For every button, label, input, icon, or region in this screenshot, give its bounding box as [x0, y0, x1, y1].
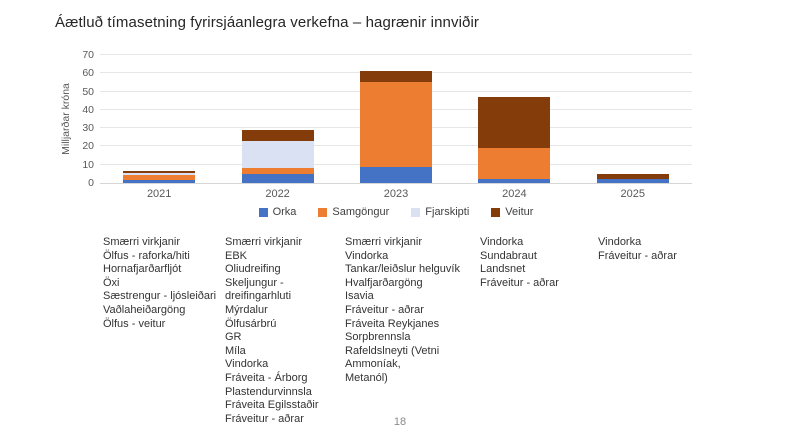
project-item: Tankar/leiðslur helguvík	[345, 263, 460, 276]
y-tick-label: 20	[82, 140, 94, 153]
bar-segment-samgöngur-2024	[478, 148, 551, 180]
bar-segment-orka-2022	[241, 173, 314, 183]
project-item: Smærri virkjanir	[103, 236, 180, 248]
project-item: Skeljungur - dreifingarhluti	[225, 276, 292, 303]
project-item: Sorpbrennsla	[345, 331, 411, 344]
x-axis-label-2025: 2025	[620, 188, 645, 200]
page-title: Áætluð tímasetning fyrirsjáanlegra verke…	[55, 14, 479, 31]
chart-legend: Orka Samgöngur Fjarskipti Veitur	[100, 206, 692, 218]
x-axis-label-2022: 2022	[265, 188, 290, 200]
bar-segment-orka-2025	[596, 179, 669, 183]
project-item: Sæstrengur - ljósleiðari	[103, 290, 217, 303]
project-column-2022: Smærri virkjanir EBK Oliudreifing Skeljungu…	[225, 236, 343, 426]
bar-segment-orka-2024	[478, 179, 551, 183]
project-item: Oliudreifing	[225, 263, 281, 276]
project-item: Isavia	[345, 290, 374, 303]
bar-segment-samgöngur-2023	[359, 82, 432, 167]
page-number: 18	[393, 416, 407, 428]
project-item: Sundabraut	[480, 249, 537, 262]
project-item: Smærri virkjanir	[225, 236, 302, 248]
y-axis-ticks: 0 10 20 30 40 50 60 70	[72, 49, 94, 189]
project-item: Vindorka	[345, 249, 389, 262]
project-column-2023: Smærri virkjanir Vindorka Tankar/leiðslur …	[345, 236, 485, 386]
x-axis-label-2023: 2023	[383, 188, 409, 200]
legend-label: Fjarskipti	[425, 206, 470, 218]
legend-swatch-samgöngur	[318, 207, 328, 217]
legend-label: Samgöngur	[332, 206, 390, 218]
bar-segment-fjarskipti-2022	[241, 140, 314, 169]
bar-segment-veitur-2023	[359, 71, 432, 83]
project-column-2025: Vindorka Fráveitur - aðrar	[598, 236, 710, 263]
project-item: Smærri virkjanir	[345, 236, 422, 248]
project-item: Hornafjarðarfljót	[103, 263, 182, 276]
y-tick-label: 60	[82, 67, 94, 80]
project-column-2021: Smærri virkjanir Ölfus - raforka/hiti Horn…	[103, 236, 221, 331]
bar-2025	[596, 55, 669, 183]
bar-2021	[123, 55, 196, 183]
project-item: Fráveita Reykjanes	[345, 317, 440, 330]
project-item: Rafeldslneyti (Vetni Ammoníak, Metanól)	[345, 344, 440, 384]
project-item: Vindorka	[480, 236, 524, 248]
bar-segment-fjarskipti-2021	[123, 172, 196, 175]
bar-2022	[241, 55, 314, 183]
bar-segment-samgöngur-2021	[123, 174, 196, 181]
bar-2024	[478, 55, 551, 183]
bar-segment-veitur-2022	[241, 129, 314, 141]
legend-label: Orka	[272, 206, 297, 218]
project-item: GR	[225, 331, 242, 344]
project-item: Fráveitur - aðrar	[225, 412, 304, 425]
y-tick-label: 50	[82, 85, 94, 98]
bar-segment-samgöngur-2022	[241, 168, 314, 174]
project-item: Ölfusárbrú	[225, 317, 277, 330]
project-column-2024: Vindorka Sundabraut Landsnet Fráveitur - að…	[480, 236, 592, 290]
legend-swatch-fjarskipti	[411, 207, 421, 217]
project-item: Plastendurvinnsla	[225, 385, 312, 398]
project-item: Fráveitur - aðrar	[480, 276, 559, 289]
bar-group	[100, 55, 692, 183]
y-tick-label: 70	[82, 49, 94, 61]
y-tick-label: 0	[88, 177, 94, 189]
legend-swatch-veitur	[491, 207, 501, 217]
x-axis-labels: 2021 2022 2023 2024 2025	[100, 188, 692, 200]
y-tick-label: 30	[82, 122, 94, 135]
bar-segment-veitur-2025	[596, 173, 669, 180]
project-item: Fráveita - Árborg	[225, 371, 308, 384]
legend-swatch-orka	[258, 207, 268, 217]
legend-item-samgöngur: Samgöngur	[318, 206, 389, 218]
project-item: Ölfus - veitur	[103, 317, 166, 330]
project-item: Míla	[225, 344, 246, 357]
bar-segment-veitur-2024	[478, 97, 551, 149]
x-axis-label-2021: 2021	[146, 188, 172, 200]
legend-label: Veitur	[505, 206, 534, 218]
project-item: Öxi	[103, 276, 120, 289]
project-item: Fráveitur - aðrar	[598, 249, 677, 262]
bar-2023	[359, 55, 432, 183]
project-item: Mýrdalur	[225, 303, 268, 316]
project-item: EBK	[225, 249, 248, 262]
project-item: Ölfus - raforka/hiti	[103, 249, 190, 262]
bar-segment-orka-2023	[359, 166, 432, 183]
x-axis-label-2024: 2024	[502, 188, 527, 200]
bar-segment-orka-2021	[123, 180, 196, 183]
chart-plot-area	[100, 54, 692, 184]
bar-segment-veitur-2021	[123, 171, 196, 173]
project-item: Vindorka	[225, 358, 269, 371]
project-item: Vindorka	[598, 236, 642, 248]
y-tick-label: 10	[82, 158, 94, 171]
project-item: Fráveita Egilsstaðir	[225, 399, 319, 412]
legend-item-fjarskipti: Fjarskipti	[411, 206, 469, 218]
legend-item-orka: Orka	[258, 206, 297, 218]
y-axis-title: Milljarðar króna	[60, 83, 72, 155]
y-tick-label: 40	[82, 103, 94, 116]
project-item: Fráveitur - aðrar	[345, 303, 424, 316]
project-item: Vaðlaheiðargöng	[103, 303, 186, 316]
legend-item-veitur: Veitur	[491, 206, 533, 218]
project-item: Hvalfjarðargöng	[345, 276, 423, 289]
project-item: Landsnet	[480, 263, 526, 276]
gridline	[100, 54, 692, 55]
